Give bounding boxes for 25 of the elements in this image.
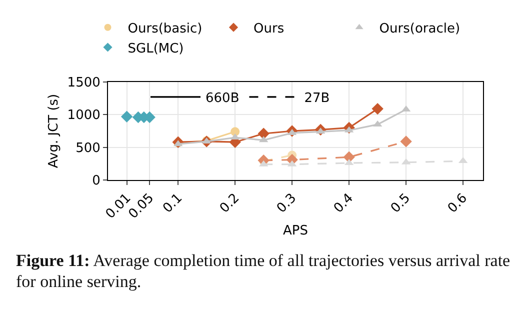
y-tick-label: 500 <box>76 140 100 156</box>
y-axis-title: Avg. JCT (s) <box>46 94 62 168</box>
x-tick-label: 0.6 <box>445 190 470 216</box>
y-tick-label: 1500 <box>67 76 100 91</box>
x-tick-label: 0.1 <box>160 190 186 216</box>
caption: Figure 11: Average completion time of all trajectories versus arrival rate for online serving. <box>16 251 510 291</box>
x-axis-title: APS <box>283 224 308 239</box>
point <box>120 110 133 122</box>
x-tick-label: 0.2 <box>217 190 243 216</box>
point <box>258 128 270 140</box>
point <box>230 127 240 136</box>
x-tick-label: 0.3 <box>274 190 300 216</box>
point <box>343 151 355 163</box>
legend-label: Ours(basic) <box>128 21 202 36</box>
x-tick-label: 0.5 <box>388 190 414 216</box>
x-tick-label: 0.4 <box>331 190 356 216</box>
point <box>400 136 412 148</box>
legend-label: Ours(oracle) <box>379 21 460 36</box>
y-tick-label: 1000 <box>67 108 100 124</box>
legend-label: Ours <box>254 21 284 36</box>
y-tick-label: 0 <box>92 174 100 189</box>
legend-label: 27B <box>304 91 330 106</box>
legend-label: SGL(MC) <box>128 41 184 56</box>
point <box>372 102 384 115</box>
legend-label: 660B <box>206 91 240 106</box>
